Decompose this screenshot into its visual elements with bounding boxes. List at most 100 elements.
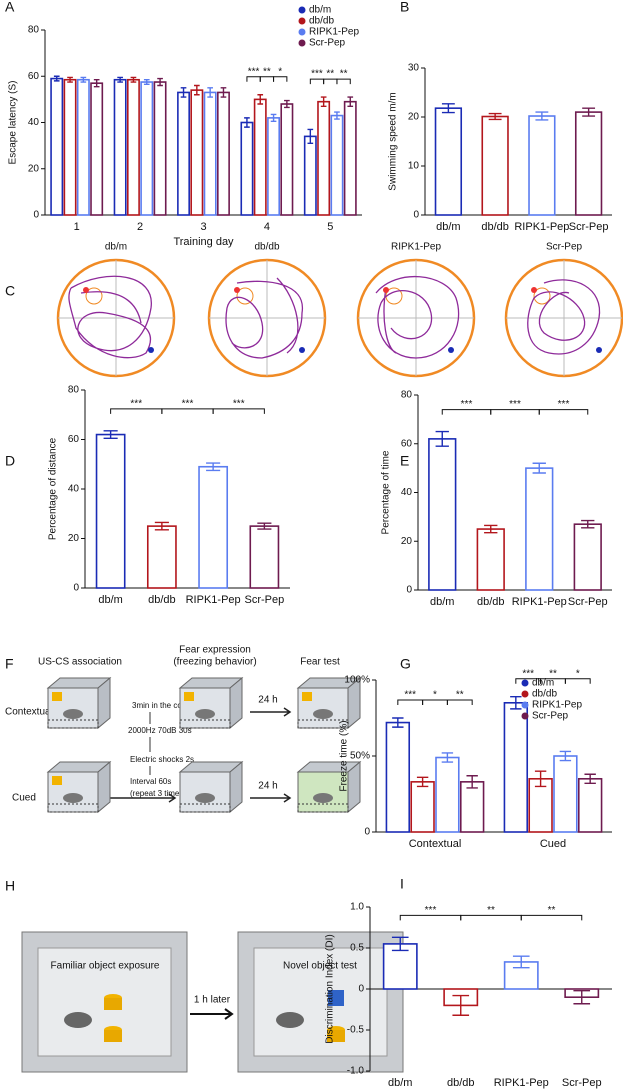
chamber-side	[229, 676, 243, 730]
x-tick-label: Cued	[540, 838, 566, 850]
chamber	[296, 676, 362, 730]
error-bar	[320, 96, 327, 108]
maze-group: db/m db/db RIPK1-Pep Scr-Pep	[56, 242, 623, 378]
platform	[85, 287, 103, 305]
platform	[533, 287, 551, 305]
significance-label: ***	[425, 905, 437, 916]
mouse	[313, 793, 333, 803]
error-bar	[573, 989, 591, 1005]
error-bar	[130, 76, 137, 83]
significance-label: ***	[522, 668, 534, 679]
mouse	[195, 709, 215, 719]
significance-label: **	[456, 690, 464, 701]
x-tick-label: db/db	[447, 1077, 475, 1089]
bar	[217, 91, 230, 216]
bar	[553, 755, 578, 833]
x-tick-label: db/m	[388, 1077, 412, 1089]
error-bar	[244, 117, 250, 128]
grid-floor	[179, 803, 231, 813]
bar	[280, 103, 294, 216]
speaker	[52, 692, 62, 701]
error-bar	[584, 773, 596, 785]
x-tick-label: 5	[327, 221, 333, 233]
bar	[303, 135, 317, 216]
significance-bracket	[273, 76, 288, 82]
end-dot	[448, 347, 454, 353]
speaker	[302, 692, 312, 701]
chamber-front	[179, 771, 231, 813]
error-bar	[67, 76, 73, 83]
error-bar	[534, 770, 547, 788]
x-tick-label: Scr-Pep	[569, 221, 609, 233]
arrow	[110, 707, 292, 803]
significance-label: **	[326, 69, 334, 80]
chamber	[296, 760, 362, 814]
error-bar	[484, 524, 498, 534]
maze-title: db/db	[254, 242, 279, 253]
mouse	[63, 793, 83, 803]
y-tick-label: 30	[408, 63, 420, 74]
significance-label: ***	[182, 398, 194, 409]
bar	[253, 98, 267, 216]
protocol-step: Interval 60s	[130, 777, 171, 786]
grid-floor	[47, 719, 99, 729]
bar	[113, 78, 127, 216]
error-bar	[488, 112, 502, 121]
significance-bracket	[110, 408, 163, 414]
mouse	[195, 793, 215, 803]
error-bar	[392, 717, 404, 728]
bar	[428, 438, 457, 591]
significance-label: ***	[233, 398, 245, 409]
significance-bracket	[520, 914, 583, 921]
error-bar	[284, 99, 290, 109]
start-dot	[83, 287, 89, 293]
panel-letter: F	[5, 656, 14, 672]
significance-label: ***	[558, 399, 570, 410]
error-bar	[93, 79, 100, 88]
panel-letter: C	[5, 283, 15, 299]
error-bar	[347, 96, 354, 108]
start-dot	[234, 287, 240, 293]
y-tick-label: 10	[408, 161, 420, 172]
significance-label: **	[487, 905, 495, 916]
legend-label: Scr-Pep	[309, 38, 346, 49]
bar	[240, 121, 254, 216]
error-bar	[154, 521, 169, 531]
start-dot	[531, 287, 537, 293]
y-tick-label: 20	[401, 536, 413, 547]
arena	[21, 931, 404, 1073]
bar	[503, 701, 529, 833]
grid-floor	[179, 719, 231, 729]
panel-letter: H	[5, 878, 15, 894]
y-tick-label: 0	[33, 210, 39, 221]
bar	[146, 525, 177, 589]
swim-path	[527, 279, 601, 355]
stage-note: (freezing behavior)	[173, 657, 256, 668]
significance-label: *	[433, 690, 437, 701]
error-bar	[510, 696, 522, 710]
swim-path	[68, 275, 152, 359]
legend-label: db/m	[532, 678, 554, 689]
x-tick-label: 4	[264, 221, 270, 233]
bar	[190, 89, 204, 216]
bar	[330, 114, 344, 216]
legend-marker	[298, 17, 306, 25]
y-tick-label: 80	[28, 25, 40, 36]
speaker	[52, 776, 62, 785]
bar	[76, 78, 90, 216]
y-tick-label: -0.5	[347, 1025, 365, 1036]
significance-label: **	[548, 905, 556, 916]
y-axis-label: Freeze time (%)	[339, 720, 350, 791]
chamber-side	[347, 760, 361, 814]
panel-letter: G	[400, 656, 411, 672]
bar	[573, 523, 602, 591]
significance-bracket	[246, 76, 261, 82]
chamber-side	[229, 760, 243, 814]
bar	[317, 100, 331, 216]
x-tick-label: RIPK1-Pep	[512, 596, 567, 608]
error-bar	[80, 76, 87, 83]
stage-label: Fear expression	[179, 645, 251, 656]
maze-title: Scr-Pep	[546, 242, 583, 253]
error-bar	[466, 775, 478, 789]
error-bar	[206, 462, 221, 472]
